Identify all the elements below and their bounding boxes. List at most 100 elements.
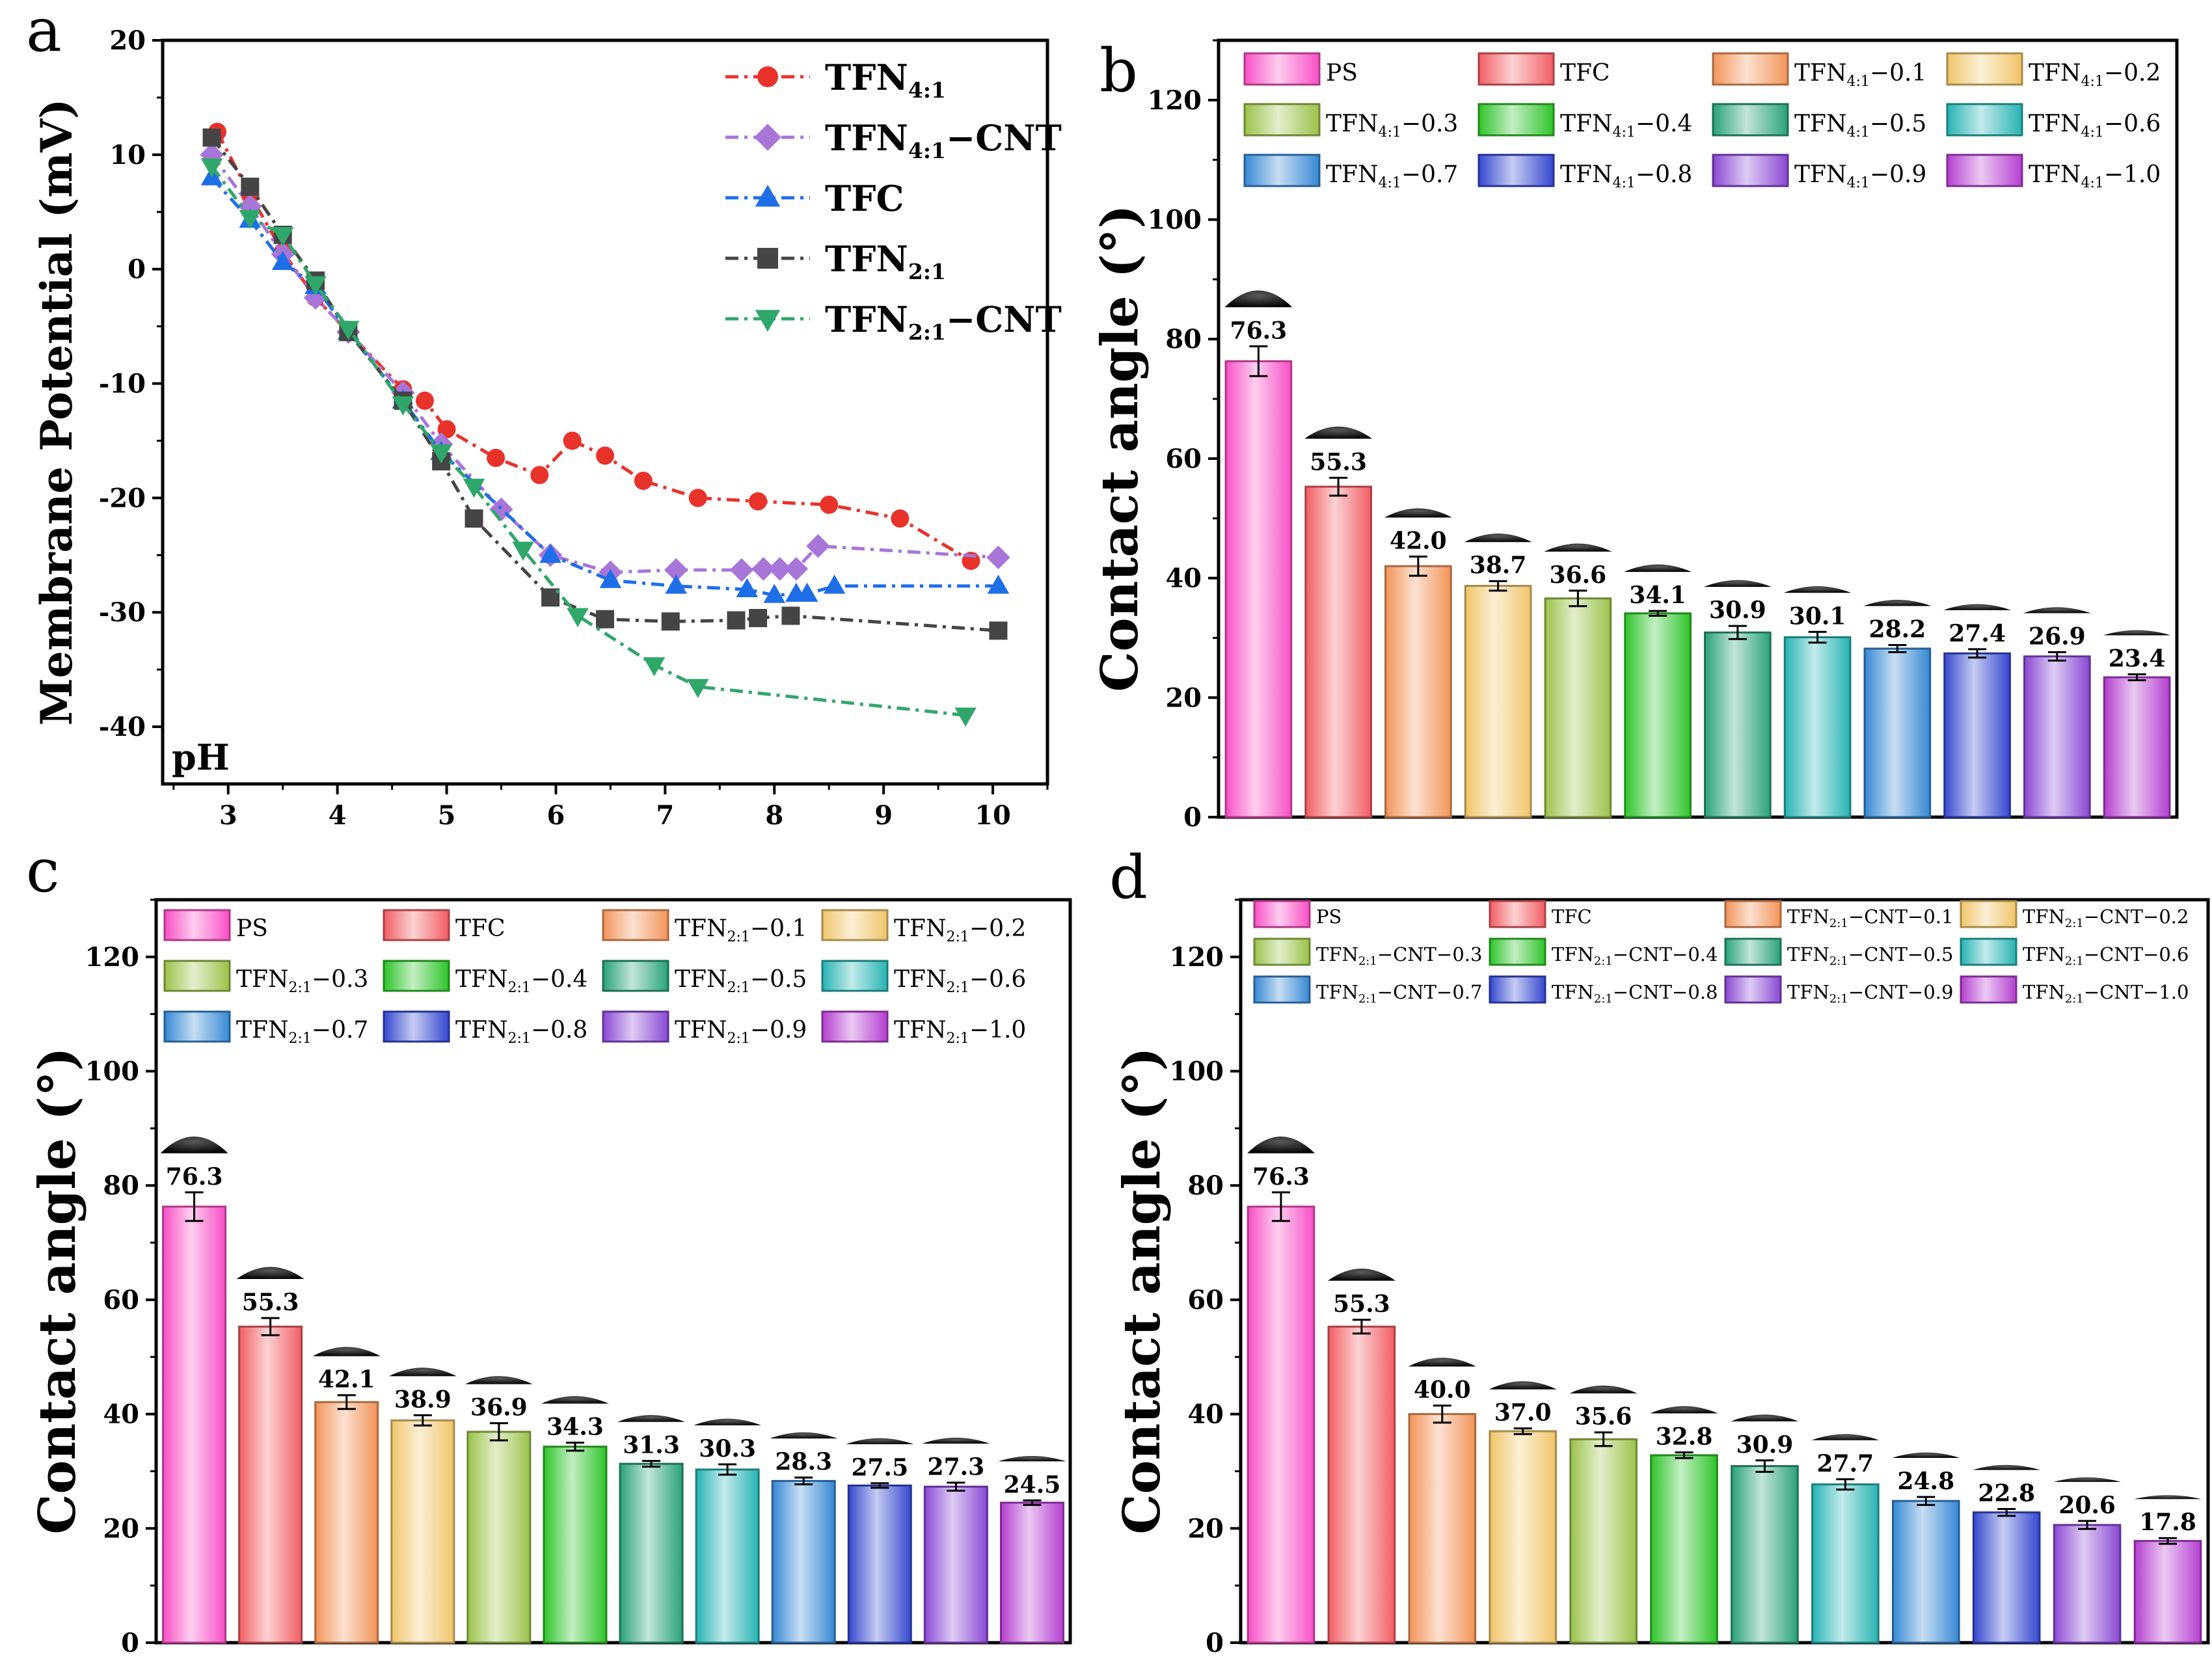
data-point <box>688 489 707 507</box>
bar <box>1650 1454 1718 1644</box>
y-tick-label: 0 <box>1183 802 1202 833</box>
data-label: 37.0 <box>1494 1399 1552 1427</box>
bar <box>543 1446 608 1644</box>
droplet-image <box>1327 1269 1396 1281</box>
plot-frame <box>161 38 1049 786</box>
data-point <box>954 707 977 727</box>
legend-label: TFC <box>455 915 506 942</box>
data-label: 22.8 <box>1978 1479 2035 1507</box>
y-tick-label: 20 <box>1165 682 1202 713</box>
data-label: 27.4 <box>1949 620 2006 647</box>
x-tick-label: 8 <box>765 800 783 831</box>
legend-swatch <box>1724 900 1782 928</box>
legend-label: TFN2:1−0.4 <box>455 966 587 996</box>
droplet-image <box>1943 604 2012 610</box>
droplet-image <box>1489 1381 1557 1390</box>
data-point <box>271 250 294 271</box>
legend-swatch <box>1946 52 2023 86</box>
data-point <box>304 276 327 296</box>
droplet-image <box>236 1267 304 1280</box>
legend-marker <box>754 124 781 151</box>
bar <box>1489 1430 1558 1644</box>
droplet-image <box>1973 1464 2041 1470</box>
data-label: 24.5 <box>1004 1471 1061 1498</box>
legend-label: TFN2:1−0.5 <box>675 966 807 996</box>
data-point <box>596 446 614 465</box>
droplet-image <box>1544 543 1612 552</box>
bar <box>2023 655 2091 818</box>
data-label: 27.7 <box>1817 1450 1874 1477</box>
bar <box>2103 676 2171 818</box>
bar <box>1408 1413 1477 1644</box>
legend-swatch <box>1724 975 1782 1004</box>
data-label: 20.6 <box>2058 1492 2116 1519</box>
bar <box>999 1502 1064 1644</box>
droplet-image <box>770 1432 838 1439</box>
data-point <box>736 578 759 597</box>
panel-label-b: b <box>1099 36 1138 105</box>
legend-label: TFN2:1−0.7 <box>236 1017 368 1047</box>
legend-swatch <box>1477 103 1555 137</box>
bar <box>1811 1483 1880 1644</box>
droplet-image <box>617 1415 686 1422</box>
bar <box>2053 1524 2122 1644</box>
data-point <box>271 227 294 247</box>
legend-label: TFN4:1−CNT <box>825 117 1062 163</box>
legend-swatch <box>1712 103 1789 137</box>
bar <box>923 1485 988 1644</box>
x-tick-label: 6 <box>547 800 565 831</box>
bar <box>1943 652 2011 818</box>
data-point <box>567 608 589 628</box>
legend-swatch <box>163 1010 231 1043</box>
y-tick-label: 0 <box>1206 1628 1224 1657</box>
data-label: 76.3 <box>1230 317 1288 344</box>
droplet-image <box>1811 1434 1880 1440</box>
droplet-image <box>1304 426 1373 439</box>
legend-label: TFN2:1−CNT−0.3 <box>1316 943 1482 968</box>
panel-label-d: d <box>1109 842 1148 912</box>
data-label: 30.9 <box>1736 1431 1794 1459</box>
plot-frame <box>154 898 1072 1645</box>
y-tick-label: -30 <box>99 597 146 628</box>
droplet-image <box>1703 580 1772 587</box>
data-point <box>665 574 687 594</box>
y-tick-label: 100 <box>85 1057 140 1087</box>
legend-swatch <box>1946 103 2023 137</box>
data-point <box>465 509 483 528</box>
legend-label: PS <box>1316 906 1342 928</box>
panel-c-bar-chart: 0 20 40 60 80 100 120 Contact angle (°) 76.3 55.3… <box>28 898 1072 1657</box>
legend-label: TFN2:1−CNT <box>825 299 1062 345</box>
x-tick-label: 5 <box>438 800 456 831</box>
legend-swatch <box>1253 937 1311 966</box>
legend-label: TFN2:1−CNT−0.4 <box>1552 943 1718 968</box>
y-tick-label: 80 <box>103 1170 139 1201</box>
legend-label: TFN4:1−0.4 <box>1560 111 1692 141</box>
droplet-image <box>160 1137 228 1153</box>
legend-label: TFN4:1−0.8 <box>1560 161 1692 191</box>
data-point <box>430 444 452 464</box>
legend-label: TFN2:1 <box>825 238 946 284</box>
data-label: 38.9 <box>394 1386 452 1413</box>
legend-swatch <box>383 1010 450 1043</box>
legend-swatch <box>1489 937 1546 966</box>
data-label: 17.8 <box>2139 1509 2196 1536</box>
bar <box>771 1479 836 1644</box>
legend-label: TFN2:1−CNT−0.6 <box>2023 943 2189 968</box>
legend-swatch <box>1960 975 2017 1004</box>
bar <box>1731 1465 1799 1644</box>
series-TFC <box>200 166 1010 603</box>
bar <box>2133 1540 2202 1644</box>
legend-swatch <box>821 960 889 992</box>
droplet-image <box>1569 1385 1638 1394</box>
y-tick-label: 100 <box>1148 205 1202 236</box>
bar <box>1783 636 1852 818</box>
bar <box>1972 1511 2041 1644</box>
legend-label: TFN2:1−0.3 <box>236 966 368 996</box>
bar <box>1327 1325 1396 1644</box>
data-label: 28.2 <box>1869 615 1926 643</box>
droplet-image <box>2103 630 2171 636</box>
panel-d-bar-chart: 0 20 40 60 80 100 120 Contact angle (°) 76.3 55.3… <box>1113 898 2210 1657</box>
droplet-image <box>694 1418 762 1425</box>
legend-label: TFN4:1−0.7 <box>1326 161 1458 191</box>
data-label: 32.8 <box>1656 1423 1713 1450</box>
